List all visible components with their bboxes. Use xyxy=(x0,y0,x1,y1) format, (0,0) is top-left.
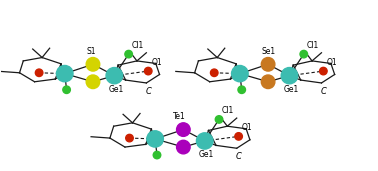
Ellipse shape xyxy=(215,116,223,123)
Ellipse shape xyxy=(261,57,275,71)
Ellipse shape xyxy=(125,50,132,58)
Text: Cl1: Cl1 xyxy=(307,41,319,50)
Ellipse shape xyxy=(177,140,190,154)
Text: Cl1: Cl1 xyxy=(222,106,234,115)
Ellipse shape xyxy=(56,65,73,82)
Text: C: C xyxy=(145,87,151,96)
Ellipse shape xyxy=(197,133,213,149)
Ellipse shape xyxy=(238,86,245,94)
Text: Te1: Te1 xyxy=(173,112,186,121)
Ellipse shape xyxy=(211,69,218,76)
Ellipse shape xyxy=(126,134,133,142)
Ellipse shape xyxy=(86,75,100,89)
Ellipse shape xyxy=(147,131,163,147)
Ellipse shape xyxy=(106,68,122,84)
Ellipse shape xyxy=(319,67,327,75)
Text: O1: O1 xyxy=(151,58,162,67)
Text: O1: O1 xyxy=(242,123,252,132)
Ellipse shape xyxy=(232,65,248,82)
Text: Ge1: Ge1 xyxy=(108,85,124,94)
Ellipse shape xyxy=(153,151,161,159)
Ellipse shape xyxy=(261,75,275,89)
Ellipse shape xyxy=(281,68,298,84)
Ellipse shape xyxy=(63,86,70,94)
Ellipse shape xyxy=(300,50,308,58)
Ellipse shape xyxy=(35,69,43,76)
Text: Se1: Se1 xyxy=(261,47,275,56)
Text: Ge1: Ge1 xyxy=(198,150,214,160)
Ellipse shape xyxy=(177,123,190,136)
Text: O1: O1 xyxy=(326,58,337,67)
Ellipse shape xyxy=(144,67,152,75)
Ellipse shape xyxy=(86,57,100,71)
Text: C: C xyxy=(321,87,326,96)
Ellipse shape xyxy=(235,133,242,140)
Text: S1: S1 xyxy=(86,47,96,56)
Text: Ge1: Ge1 xyxy=(284,85,299,94)
Text: Cl1: Cl1 xyxy=(132,41,144,50)
Text: C: C xyxy=(235,153,242,161)
